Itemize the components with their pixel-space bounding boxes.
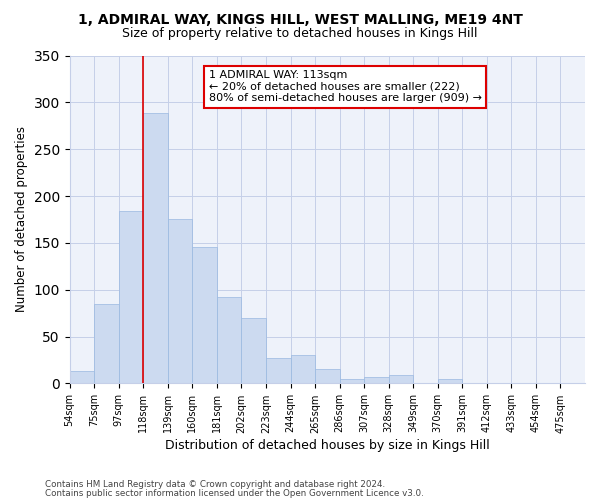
Text: 1 ADMIRAL WAY: 113sqm
← 20% of detached houses are smaller (222)
80% of semi-det: 1 ADMIRAL WAY: 113sqm ← 20% of detached … xyxy=(209,70,482,104)
Bar xyxy=(266,358,290,384)
Bar xyxy=(389,375,413,384)
Bar xyxy=(119,211,143,384)
Text: Contains HM Land Registry data © Crown copyright and database right 2024.: Contains HM Land Registry data © Crown c… xyxy=(45,480,385,489)
Bar xyxy=(290,356,315,384)
Text: Size of property relative to detached houses in Kings Hill: Size of property relative to detached ho… xyxy=(122,28,478,40)
Bar xyxy=(217,298,241,384)
Bar xyxy=(364,377,389,384)
Bar xyxy=(143,112,168,384)
Bar xyxy=(438,379,462,384)
Y-axis label: Number of detached properties: Number of detached properties xyxy=(15,126,28,312)
Bar xyxy=(94,304,119,384)
Bar xyxy=(241,318,266,384)
Bar xyxy=(340,379,364,384)
Bar xyxy=(193,246,217,384)
Bar xyxy=(315,370,340,384)
Bar xyxy=(70,372,94,384)
X-axis label: Distribution of detached houses by size in Kings Hill: Distribution of detached houses by size … xyxy=(165,440,490,452)
Text: 1, ADMIRAL WAY, KINGS HILL, WEST MALLING, ME19 4NT: 1, ADMIRAL WAY, KINGS HILL, WEST MALLING… xyxy=(77,12,523,26)
Text: Contains public sector information licensed under the Open Government Licence v3: Contains public sector information licen… xyxy=(45,489,424,498)
Bar xyxy=(168,220,193,384)
